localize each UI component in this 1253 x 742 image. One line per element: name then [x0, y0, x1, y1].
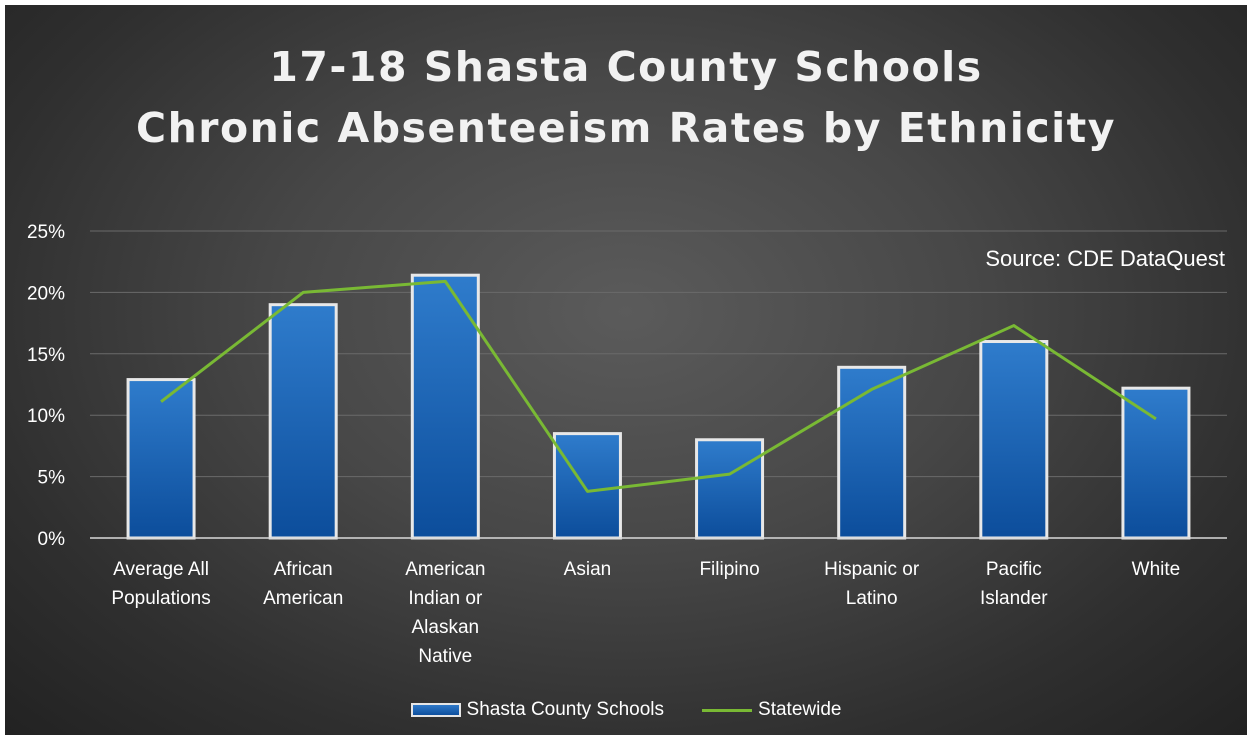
chart-title-line-2: Chronic Absenteeism Rates by Ethnicity	[135, 104, 1117, 152]
legend-item-bar: Shasta County Schools	[410, 699, 665, 721]
y-tick-label: 0%	[38, 529, 66, 550]
bar-shasta-1	[268, 303, 338, 540]
bar-shasta-4	[695, 438, 765, 540]
x-tick-label: Pacific Islander	[980, 559, 1048, 609]
y-tick-label: 10%	[27, 406, 65, 427]
x-tick-label: African American	[263, 559, 343, 609]
bar-shasta-0	[126, 378, 196, 540]
bar-shasta-7	[1121, 386, 1191, 540]
chart-title-line-1: 17-18 Shasta County Schools	[269, 43, 983, 91]
y-tick-label: 5%	[38, 468, 66, 489]
x-tick-label: White	[1132, 559, 1181, 580]
bar-shasta-3	[552, 432, 622, 540]
legend-item-line: Statewide	[702, 699, 841, 721]
bar-shasta-6	[979, 340, 1049, 540]
x-tick-label: Hispanic or Latino	[824, 559, 920, 609]
legend-label-statewide: Statewide	[758, 699, 842, 720]
x-tick-label: Filipino	[699, 559, 759, 580]
y-tick-label: 15%	[27, 345, 65, 366]
y-tick-label: 25%	[27, 222, 65, 243]
legend: Shasta County Schools Statewide	[5, 699, 1247, 721]
y-tick-label: 20%	[27, 283, 65, 304]
x-tick-label: American Indian or Alaskan Native	[405, 559, 485, 667]
x-tick-label: Average All Populations	[111, 559, 210, 609]
source-annotation: Source: CDE DataQuest	[985, 246, 1225, 271]
bar-shasta-5	[837, 365, 907, 540]
legend-bar-swatch	[410, 703, 461, 717]
legend-label-shasta: Shasta County Schools	[466, 699, 665, 720]
x-tick-label: Asian	[564, 559, 612, 580]
legend-line-swatch	[702, 708, 753, 712]
chart-area: 17-18 Shasta County Schools Chronic Abse…	[5, 5, 1247, 735]
plot-area: 0% 5% 10% 15% 20% 25% Average All Populations Af…	[27, 222, 1227, 667]
line-statewide	[160, 279, 1157, 493]
